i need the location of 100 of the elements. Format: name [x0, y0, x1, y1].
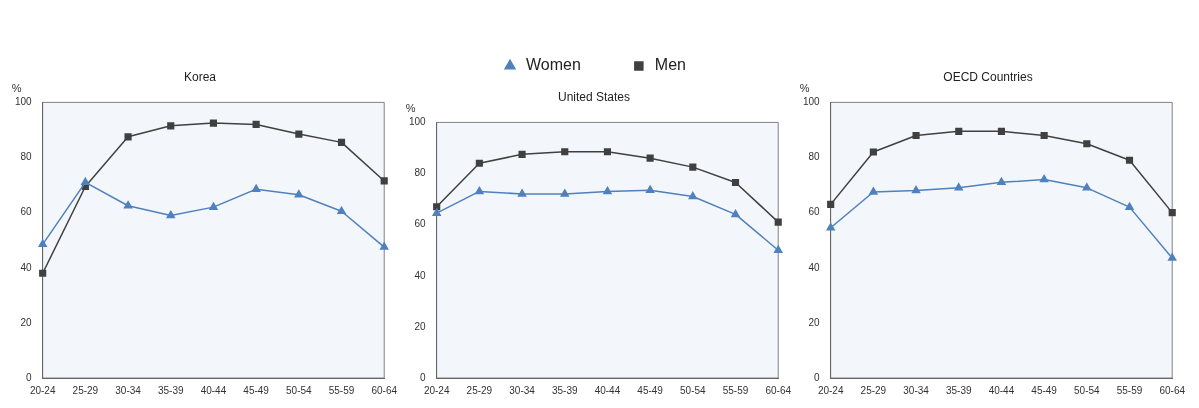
y-axis-title: % — [799, 81, 810, 94]
point — [603, 186, 612, 195]
y-tick-label: 80 — [414, 167, 427, 179]
x-tick-label: 20-24 — [29, 384, 56, 396]
point — [869, 187, 878, 195]
x-tick-label: 25-29 — [466, 384, 493, 396]
point — [167, 122, 175, 130]
point — [688, 191, 698, 200]
x-tick-label: 45-49 — [637, 384, 664, 396]
point — [689, 163, 697, 171]
point — [81, 177, 90, 186]
point — [166, 210, 175, 219]
point — [731, 178, 740, 187]
y-tick-label: 40 — [808, 261, 821, 273]
legend-label: Women — [526, 56, 581, 74]
x-tick-label: 25-29 — [72, 384, 99, 396]
point — [646, 154, 654, 162]
point — [912, 131, 920, 140]
point — [774, 245, 783, 253]
y-tick-label: 80 — [808, 151, 821, 163]
x-tick-label: 40-44 — [200, 384, 227, 396]
point — [1125, 202, 1134, 210]
point — [954, 183, 963, 191]
x-tick-label: 40-44 — [988, 384, 1015, 396]
y-tick-label: 80 — [20, 151, 33, 163]
y-tick-label: 20 — [808, 316, 821, 328]
y-tick-label: 0 — [420, 371, 427, 383]
point — [1125, 156, 1134, 164]
point — [433, 203, 441, 211]
x-tick-label: 45-49 — [243, 384, 270, 396]
point — [209, 119, 218, 127]
y-tick-label: 0 — [26, 371, 33, 383]
x-tick-label: 50-54 — [286, 384, 313, 396]
x-tick-label: 30-34 — [115, 384, 142, 396]
point — [123, 201, 133, 209]
y-tick-label: 100 — [409, 116, 427, 128]
x-tick-label: 30-34 — [509, 384, 536, 396]
x-tick-label: 55-59 — [722, 384, 749, 396]
point — [955, 127, 963, 135]
point — [337, 206, 346, 215]
x-tick-label: 55-59 — [1116, 384, 1143, 396]
point — [560, 189, 569, 197]
y-tick-label: 60 — [414, 218, 427, 230]
legend-label: Men — [654, 56, 686, 74]
point — [337, 138, 346, 146]
y-tick-label: 20 — [20, 316, 33, 328]
x-tick-label: 50-54 — [1074, 384, 1101, 396]
chart-title: OECD Countries — [943, 69, 1033, 84]
point — [731, 209, 740, 218]
y-tick-label: 100 — [803, 96, 821, 108]
chart-title: United States — [557, 89, 631, 104]
x-tick-label: 55-59 — [328, 384, 355, 396]
point — [380, 242, 389, 250]
x-tick-label: 30-34 — [903, 384, 930, 396]
y-axis-title: % — [405, 101, 416, 114]
x-tick-label: 50-54 — [680, 384, 707, 396]
point — [997, 177, 1006, 186]
x-tick-label: 20-24 — [817, 384, 844, 396]
point — [251, 184, 261, 192]
point — [869, 148, 877, 156]
x-tick-label: 35-39 — [551, 384, 578, 396]
x-tick-label: 60-64 — [765, 384, 792, 396]
point — [1082, 183, 1092, 191]
chart-title: Korea — [183, 69, 217, 84]
point — [603, 148, 612, 156]
point — [1039, 174, 1049, 183]
point — [1168, 209, 1176, 217]
point — [827, 200, 835, 208]
point — [252, 120, 260, 129]
y-tick-label: 40 — [20, 261, 33, 273]
point — [774, 218, 782, 226]
x-tick-label: 40-44 — [594, 384, 621, 396]
x-tick-label: 35-39 — [945, 384, 972, 396]
point — [826, 223, 835, 231]
point — [124, 133, 132, 141]
x-tick-label: 25-29 — [860, 384, 887, 396]
y-tick-label: 60 — [20, 206, 33, 218]
x-tick-label: 35-39 — [157, 384, 184, 396]
point — [561, 148, 569, 156]
point — [39, 269, 47, 277]
point — [1083, 140, 1091, 148]
point — [294, 189, 304, 198]
point — [380, 177, 388, 185]
x-tick-label: 60-64 — [371, 384, 398, 396]
y-tick-label: 0 — [814, 371, 821, 383]
point — [645, 185, 655, 193]
y-tick-label: 20 — [414, 320, 427, 332]
x-tick-label: 60-64 — [1159, 384, 1186, 396]
point — [1168, 253, 1177, 261]
y-tick-label: 60 — [808, 206, 821, 218]
point — [432, 208, 441, 216]
point — [475, 159, 483, 167]
point — [295, 130, 303, 138]
point — [911, 185, 921, 194]
x-tick-label: 20-24 — [423, 384, 450, 396]
y-tick-label: 100 — [15, 96, 33, 108]
point — [997, 127, 1006, 135]
point — [517, 189, 527, 197]
point — [518, 150, 526, 158]
y-tick-label: 40 — [414, 269, 427, 281]
